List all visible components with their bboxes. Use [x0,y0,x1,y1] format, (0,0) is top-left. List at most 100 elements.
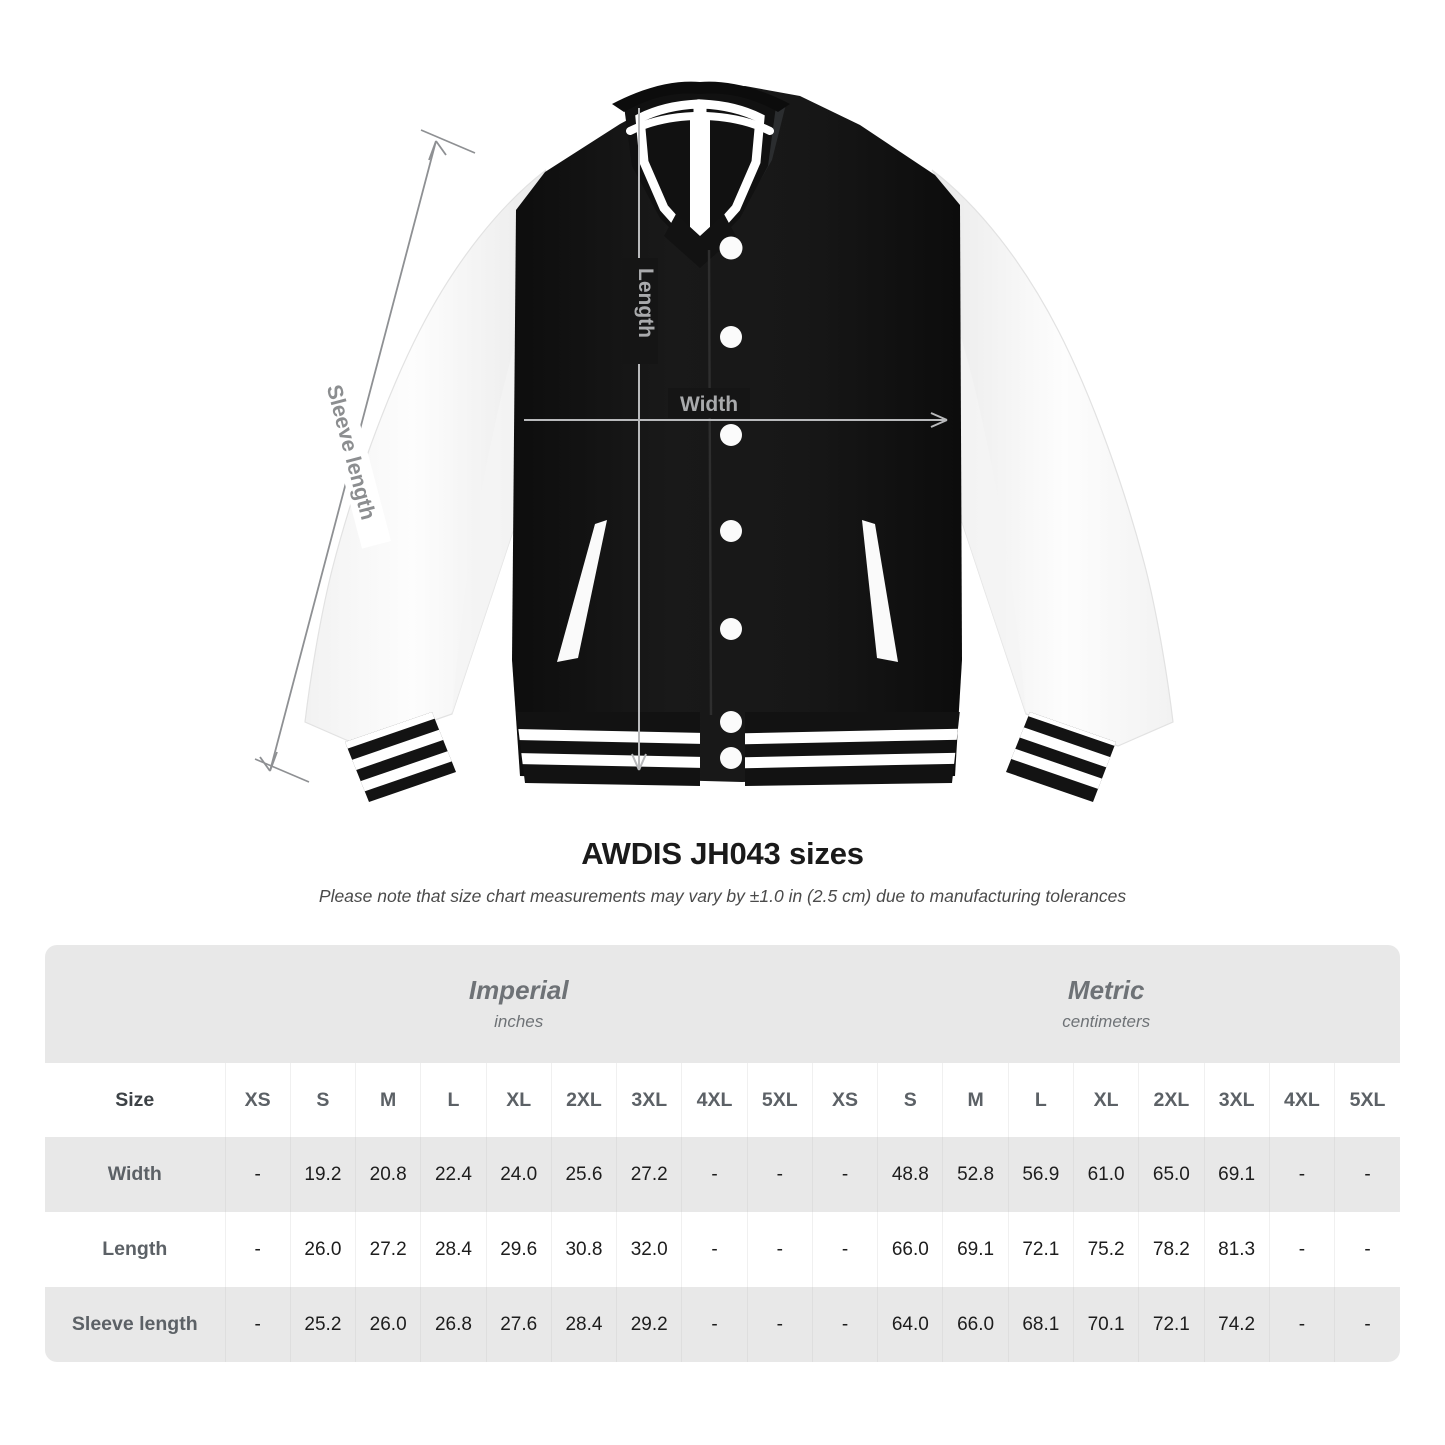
cell-sleeve-length-imperial-xs: - [224,1287,291,1362]
cell-sleeve-length-imperial-5xl: - [746,1287,813,1362]
cell-length-metric-4xl: - [1268,1212,1335,1287]
table-row: Width -19.2 20.8 22.4 24.0 25.6 27.2- - -48.8 52.… [45,1137,1400,1212]
unit-group-header-row: Imperial inches Metric centimeters [45,945,1400,1063]
cell-length-metric-2xl: 78.2 [1138,1212,1204,1287]
cell-width-metric-4xl: - [1268,1137,1335,1212]
snap-button [720,424,742,446]
size-header-metric-m: M [942,1063,1009,1137]
size-header-imperial-5xl: 5XL [746,1063,813,1137]
cell-width-metric-s: 48.8 [877,1137,943,1212]
snap-button [720,618,742,640]
size-header-imperial-2xl: 2XL [550,1063,617,1137]
size-table-body: Width -19.2 20.8 22.4 24.0 25.6 27.2- - -48.8 52.… [45,1137,1400,1362]
cell-sleeve-length-metric-xs: - [811,1287,878,1362]
unit-subtitle-imperial: inches [494,1012,544,1032]
hem-ribbing-left [516,712,700,786]
cell-sleeve-length-metric-s: 64.0 [877,1287,943,1362]
size-header-metric-xs: XS [811,1063,878,1137]
cell-width-metric-3xl: 69.1 [1203,1137,1270,1212]
cell-length-imperial-4xl: - [681,1212,748,1287]
cell-sleeve-length-imperial-3xl: 29.2 [616,1287,682,1362]
cell-width-imperial-m: 20.8 [355,1137,421,1212]
size-header-metric-l: L [1007,1063,1074,1137]
cell-length-metric-m: 69.1 [942,1212,1009,1287]
size-header-metric-3xl: 3XL [1203,1063,1270,1137]
cell-sleeve-length-imperial-s: 25.2 [289,1287,356,1362]
cell-width-metric-xl: 61.0 [1072,1137,1139,1212]
size-header-imperial-m: M [355,1063,421,1137]
cell-sleeve-length-metric-xl: 70.1 [1072,1287,1139,1362]
size-header-metric-xl: XL [1072,1063,1139,1137]
cell-sleeve-length-imperial-4xl: - [681,1287,748,1362]
button-placket [707,236,743,769]
snap-button [720,520,742,542]
cell-sleeve-length-metric-m: 66.0 [942,1287,1009,1362]
cell-length-metric-s: 66.0 [877,1212,943,1287]
size-header-imperial-3xl: 3XL [616,1063,682,1137]
cell-length-metric-5xl: - [1334,1212,1400,1287]
cell-length-metric-xl: 75.2 [1072,1212,1139,1287]
snap-button [720,711,742,733]
table-row: Length -26.0 27.2 28.4 29.6 30.8 32.0- - -66.0 69… [45,1212,1400,1287]
cell-sleeve-length-metric-3xl: 74.2 [1203,1287,1270,1362]
cell-width-imperial-5xl: - [746,1137,813,1212]
left-sleeve [304,169,547,747]
row-label-sleeve-length: Sleeve length [71,1313,198,1335]
cell-sleeve-length-metric-5xl: - [1334,1287,1400,1362]
size-header-imperial-xl: XL [485,1063,552,1137]
cell-length-imperial-2xl: 30.8 [550,1212,617,1287]
unit-title-imperial: Imperial [468,975,569,1006]
row-label-width: Width [107,1163,162,1185]
cell-sleeve-length-metric-4xl: - [1268,1287,1335,1362]
cell-sleeve-length-imperial-xl: 27.6 [485,1287,552,1362]
garment-illustration: Length Width Sleeve length [254,81,1174,802]
unit-header-spacer [45,945,225,1063]
cell-length-imperial-l: 28.4 [420,1212,487,1287]
cell-length-metric-3xl: 81.3 [1203,1212,1270,1287]
unit-title-metric: Metric [1067,975,1145,1006]
size-column-header: Size [115,1088,155,1111]
tolerance-note: Please note that size chart measurements… [318,886,1127,906]
cell-width-imperial-xs: - [224,1137,291,1212]
cell-sleeve-length-metric-l: 68.1 [1007,1287,1074,1362]
size-header-imperial-l: L [420,1063,487,1137]
cell-width-imperial-l: 22.4 [420,1137,487,1212]
cell-width-metric-xs: - [811,1137,878,1212]
hem-ribbing-right [745,712,960,786]
cell-length-imperial-5xl: - [746,1212,813,1287]
cell-length-imperial-xs: - [224,1212,291,1287]
length-label: Length [634,268,657,338]
table-row: Sleeve length -25.2 26.0 26.8 27.6 28.4 29.2- -… [45,1287,1400,1362]
cell-length-imperial-3xl: 32.0 [616,1212,682,1287]
cell-width-metric-2xl: 65.0 [1138,1137,1204,1212]
size-header-imperial-s: S [289,1063,356,1137]
cell-width-metric-5xl: - [1334,1137,1400,1212]
cell-width-metric-l: 56.9 [1007,1137,1074,1212]
size-header-imperial-4xl: 4XL [681,1063,748,1137]
cell-sleeve-length-imperial-l: 26.8 [420,1287,487,1362]
cell-length-metric-xs: - [811,1212,878,1287]
cell-width-imperial-2xl: 25.6 [550,1137,617,1212]
cell-length-metric-l: 72.1 [1007,1212,1074,1287]
row-label-length: Length [102,1238,168,1260]
cell-length-imperial-m: 27.2 [355,1212,421,1287]
snap-button [719,236,743,260]
cell-width-imperial-xl: 24.0 [485,1137,552,1212]
title-block: AWDIS JH043 sizes Please note that size … [0,836,1445,907]
right-sleeve [931,169,1174,747]
size-header-metric-s: S [877,1063,943,1137]
cell-length-imperial-xl: 29.6 [485,1212,552,1287]
unit-subtitle-metric: centimeters [1062,1012,1151,1032]
cell-width-imperial-3xl: 27.2 [616,1137,682,1212]
size-header-metric-2xl: 2XL [1138,1063,1204,1137]
length-dimension: Length [622,108,658,771]
unit-group-metric: Metric centimeters [812,945,1400,1063]
size-header-imperial-xs: XS [224,1063,291,1137]
page-title: AWDIS JH043 sizes [581,836,864,871]
snap-button [720,747,742,769]
collar [612,81,790,268]
cell-sleeve-length-imperial-m: 26.0 [355,1287,421,1362]
size-chart-table: Imperial inches Metric centimeters Size … [45,945,1400,1362]
size-header-metric-5xl: 5XL [1334,1063,1400,1137]
size-header-metric-4xl: 4XL [1268,1063,1335,1137]
